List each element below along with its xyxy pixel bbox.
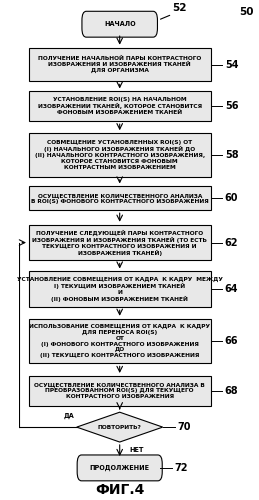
Bar <box>29 92 211 121</box>
Text: ФИГ.4: ФИГ.4 <box>95 484 144 498</box>
Bar <box>29 376 211 406</box>
Text: ПРОДОЛЖЕНИЕ: ПРОДОЛЖЕНИЕ <box>90 465 150 471</box>
Text: 62: 62 <box>225 238 238 248</box>
Text: СОВМЕЩЕНИЕ УСТАНОВЛЕННЫХ ROI(S) ОТ
(I) НАЧАЛЬНОГО ИЗОБРАЖЕНИЯ ТКАНЕЙ ДО
(II) НАЧ: СОВМЕЩЕНИЕ УСТАНОВЛЕННЫХ ROI(S) ОТ (I) Н… <box>35 140 205 170</box>
Text: 64: 64 <box>225 284 238 294</box>
Bar <box>29 318 211 364</box>
Text: ПОВТОРИТЬ?: ПОВТОРИТЬ? <box>98 424 142 430</box>
Text: ОСУЩЕСТВЛЕНИЕ КОЛИЧЕСТВЕННОГО АНАЛИЗА
В ROI(S) ФОНОВОГО КОНТРАСТНОГО ИЗОБРАЖЕНИЯ: ОСУЩЕСТВЛЕНИЕ КОЛИЧЕСТВЕННОГО АНАЛИЗА В … <box>31 193 208 203</box>
Text: 66: 66 <box>225 336 238 346</box>
Text: 60: 60 <box>225 194 238 203</box>
Text: ОСУЩЕСТВЛЕНИЕ КОЛИЧЕСТВЕННОГО АНАЛИЗА В
ПРЕОБРАЗОВАННОМ ROI(S) ДЛЯ ТЕКУЩЕГО
КОНТ: ОСУЩЕСТВЛЕНИЕ КОЛИЧЕСТВЕННОГО АНАЛИЗА В … <box>34 382 205 399</box>
Text: 58: 58 <box>225 150 239 160</box>
Text: 56: 56 <box>225 102 238 112</box>
Text: НЕТ: НЕТ <box>129 448 144 454</box>
Text: ПОЛУЧЕНИЕ НАЧАЛЬНОЙ ПАРЫ КОНТРАСТНОГО
ИЗОБРАЖЕНИЯ И ИЗОБРАЖЕНИЯ ТКАНЕЙ
ДЛЯ ОРГАН: ПОЛУЧЕНИЕ НАЧАЛЬНОЙ ПАРЫ КОНТРАСТНОГО ИЗ… <box>38 56 201 73</box>
FancyBboxPatch shape <box>77 455 162 481</box>
Text: УСТАНОВЛЕНИЕ ROI(S) НА НАЧАЛЬНОМ
ИЗОБРАЖЕНИИ ТКАНЕЙ, КОТОРОЕ СТАНОВИТСЯ
ФОНОВЫМ : УСТАНОВЛЕНИЕ ROI(S) НА НАЧАЛЬНОМ ИЗОБРАЖ… <box>38 98 202 116</box>
Text: ИСПОЛЬЗОВАНИЕ СОВМЕЩЕНИЯ ОТ КАДРА  К КАДРУ
ДЛЯ ПЕРЕНОСА ROI(S)
ОТ
(I) ФОНОВОГО К: ИСПОЛЬЗОВАНИЕ СОВМЕЩЕНИЯ ОТ КАДРА К КАДР… <box>29 324 210 358</box>
FancyBboxPatch shape <box>82 12 157 37</box>
Bar <box>29 186 211 210</box>
Text: ПОЛУЧЕНИЕ СЛЕДУЮЩЕЙ ПАРЫ КОНТРАСТНОГО
ИЗОБРАЖЕНИЯ И ИЗОБРАЖЕНИЯ ТКАНЕЙ (ТО ЕСТЬ
: ПОЛУЧЕНИЕ СЛЕДУЮЩЕЙ ПАРЫ КОНТРАСТНОГО ИЗ… <box>32 230 207 256</box>
Text: 68: 68 <box>225 386 239 396</box>
Text: 52: 52 <box>172 4 187 14</box>
Text: 54: 54 <box>225 60 238 70</box>
Bar <box>29 272 211 307</box>
Bar <box>29 133 211 177</box>
Polygon shape <box>77 412 163 442</box>
Bar <box>29 224 211 260</box>
Bar <box>29 48 211 82</box>
Text: 70: 70 <box>177 422 191 432</box>
Text: 50: 50 <box>239 7 254 17</box>
Text: ДА: ДА <box>63 413 74 420</box>
Text: 72: 72 <box>175 463 188 473</box>
Text: УСТАНОВЛЕНИЕ СОВМЕЩЕНИЯ ОТ КАДРА  К КАДРУ  МЕЖДУ
I) ТЕКУЩИМ ИЗОБРАЖЕНИЕМ ТКАНЕЙ
: УСТАНОВЛЕНИЕ СОВМЕЩЕНИЯ ОТ КАДРА К КАДРУ… <box>17 277 223 302</box>
Text: НАЧАЛО: НАЧАЛО <box>104 21 135 27</box>
